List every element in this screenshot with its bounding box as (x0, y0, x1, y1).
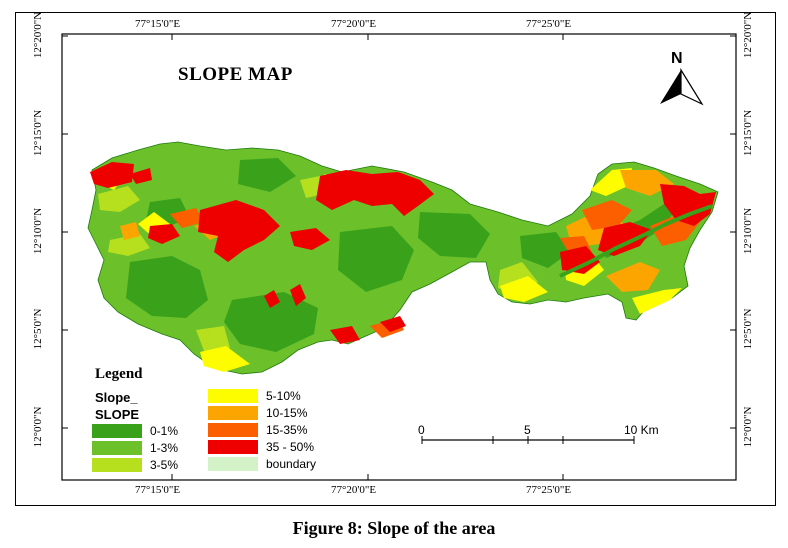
river-channel (559, 204, 713, 278)
slope-zone-35-50 (90, 162, 716, 344)
map-title: SLOPE MAP (178, 64, 293, 85)
legend-item: 35 - 50% (208, 440, 314, 454)
legend-item: 15-35% (208, 423, 307, 437)
legend-swatch (208, 389, 258, 403)
legend-item: 0-1% (92, 424, 178, 438)
scale-label: 10 Km (624, 423, 659, 437)
left-coord-label: 12°0'0"N (32, 406, 44, 448)
top-coord-label: 77°20'0"E (331, 18, 377, 30)
bottom-coord-label: 77°20'0"E (331, 484, 377, 496)
right-coord-label: 12°15'0"N (742, 109, 754, 157)
figure-caption: Figure 8: Slope of the area (292, 518, 496, 538)
right-coord-label: 12°20'0"N (742, 11, 754, 59)
legend-subtitle: Slope_ (95, 390, 138, 405)
legend-swatch (92, 441, 142, 455)
map-outer-frame (15, 12, 776, 506)
legend-item: boundary (208, 457, 316, 471)
legend-item-label: 0-1% (150, 424, 179, 438)
legend-swatch (92, 458, 142, 472)
bottom-coord-label: 77°25'0"E (526, 484, 572, 496)
legend-swatch (208, 406, 258, 420)
legend-swatch (92, 424, 142, 438)
legend-swatch (208, 423, 258, 437)
legend-swatch (208, 440, 258, 454)
legend-item: 5-10% (208, 389, 301, 403)
scale-bar (421, 436, 635, 444)
legend-item: 10-15% (208, 406, 307, 420)
legend-item-label: 10-15% (266, 406, 308, 420)
left-coord-label: 12°5'0"N (32, 308, 44, 350)
scale-label: 5 (524, 423, 531, 437)
legend-item: 3-5% (92, 458, 178, 472)
legend-item-label: 35 - 50% (266, 440, 315, 454)
legend-item-label: 3-5% (150, 458, 179, 472)
legend-swatch (208, 457, 258, 471)
bottom-coord-label: 77°15'0"E (135, 484, 181, 496)
north-label: N (671, 50, 683, 67)
map-neatline (61, 33, 737, 481)
legend-item-label: 1-3% (150, 441, 179, 455)
legend-subtitle: SLOPE (95, 407, 140, 422)
left-coord-label: 12°15'0"N (32, 109, 44, 157)
left-coord-label: 12°10'0"N (32, 207, 44, 255)
legend-title: Legend (95, 366, 143, 382)
legend-item-label: boundary (266, 457, 317, 471)
top-coord-label: 77°25'0"E (526, 18, 572, 30)
north-arrow-icon (660, 67, 704, 106)
right-coord-label: 12°5'0"N (742, 308, 754, 350)
right-coord-label: 12°0'0"N (742, 406, 754, 448)
legend-item-label: 5-10% (266, 389, 301, 403)
right-coord-label: 12°10'0"N (742, 207, 754, 255)
legend-item-label: 15-35% (266, 423, 308, 437)
top-coord-label: 77°15'0"E (135, 18, 181, 30)
scale-label: 0 (418, 423, 425, 437)
legend-item: 1-3% (92, 441, 178, 455)
left-coord-label: 12°20'0"N (32, 11, 44, 59)
graticule-ticks (62, 34, 736, 480)
